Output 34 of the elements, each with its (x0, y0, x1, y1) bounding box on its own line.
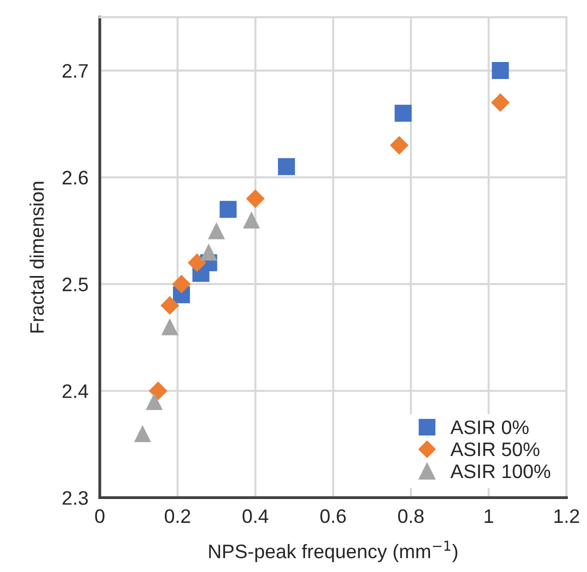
point (491, 93, 510, 112)
point (390, 136, 409, 155)
y-tick-label: 2.4 (62, 384, 88, 398)
x-tick-label: 0.8 (398, 509, 424, 524)
legend-label: ASIR 100% (450, 464, 550, 478)
point (161, 318, 178, 336)
point (492, 62, 509, 80)
y-tick-label: 2.7 (62, 64, 88, 78)
y-tick-label: 2.6 (62, 170, 88, 185)
point (172, 274, 191, 294)
y-tick-label: 2.5 (62, 278, 88, 292)
point (200, 244, 218, 261)
point (246, 189, 265, 208)
x-tick-label: 0.4 (242, 509, 268, 524)
point (188, 253, 206, 272)
x-tick-label: 1.2 (554, 509, 579, 523)
x-axis-title: NPS-peak frequency (mm$^{−1}$) (209, 540, 458, 562)
point (242, 212, 260, 229)
y-axis-title: Fractal dimension (30, 182, 44, 333)
legend-label: ASIR 0% (450, 420, 529, 434)
point (146, 393, 163, 410)
point (220, 200, 237, 218)
point (148, 382, 168, 400)
x-tick-label: 0.6 (320, 509, 346, 524)
x-tick-label: 1 (484, 509, 494, 523)
point (208, 222, 225, 240)
point (278, 158, 295, 176)
point (134, 425, 152, 442)
x-tick-label: 0.2 (164, 509, 190, 524)
x-tick-label: 0 (95, 509, 104, 524)
legend-label: ASIR 50% (450, 442, 540, 456)
y-tick-label: 2.3 (62, 491, 88, 505)
point (394, 104, 412, 122)
point (160, 296, 180, 315)
